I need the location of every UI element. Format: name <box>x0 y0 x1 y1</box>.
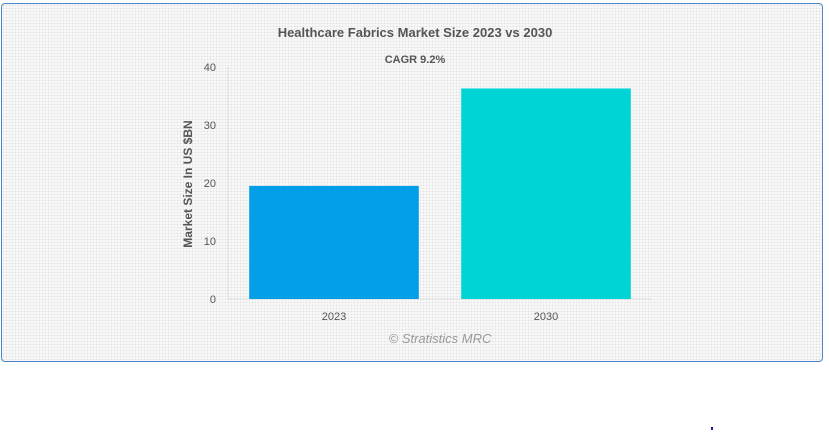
bar-chart: Healthcare Fabrics Market Size 2023 vs 2… <box>181 25 652 346</box>
bar-2023 <box>249 185 419 299</box>
stray-mark <box>711 427 713 430</box>
chart-title: Healthcare Fabrics Market Size 2023 vs 2… <box>278 25 553 40</box>
x-tick-labels: 2023 2030 <box>322 311 558 323</box>
credit-text: © Stratistics MRC <box>389 331 492 346</box>
y-axis-label: Market Size In US $BN <box>181 120 195 247</box>
y-tick-labels: 0 10 20 30 40 <box>204 62 216 306</box>
chart-subtitle: CAGR 9.2% <box>385 54 446 66</box>
y-tick-label: 0 <box>210 294 216 306</box>
y-tick-label: 30 <box>204 120 216 132</box>
x-tick-label: 2030 <box>534 311 558 323</box>
x-tick-label: 2023 <box>322 311 346 323</box>
y-tick-label: 10 <box>204 236 216 248</box>
y-tick-label: 20 <box>204 178 216 190</box>
y-tick-label: 40 <box>204 62 216 74</box>
bars <box>249 88 631 300</box>
bar-2030 <box>461 88 631 300</box>
chart-card: Healthcare Fabrics Market Size 2023 vs 2… <box>1 3 823 362</box>
